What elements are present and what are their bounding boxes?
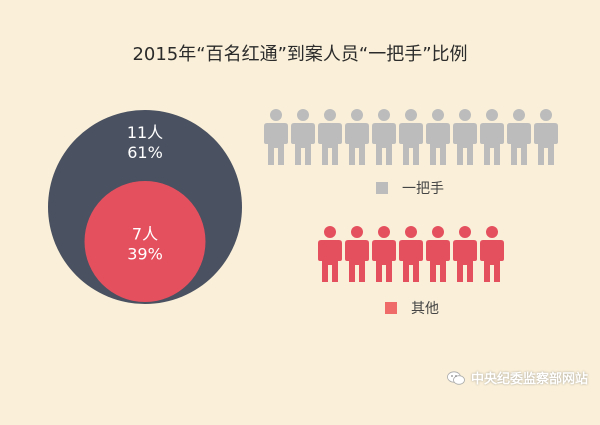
person-icon xyxy=(317,108,344,170)
person-icon xyxy=(479,108,506,170)
outer-percent-label: 61% xyxy=(127,143,163,162)
watermark-text: 中央纪委监察部网站 xyxy=(470,372,588,387)
person-icon xyxy=(425,225,452,287)
person-icon xyxy=(263,108,290,170)
person-icon xyxy=(344,108,371,170)
legend-item-yibashou: 一把手 xyxy=(376,178,444,198)
person-icon xyxy=(425,108,452,170)
legend-item-other: 其他 xyxy=(385,298,439,318)
person-icon-row-yibashou xyxy=(263,108,560,170)
person-icon xyxy=(371,108,398,170)
person-icon xyxy=(317,225,344,287)
person-icon xyxy=(452,225,479,287)
person-icon xyxy=(371,225,398,287)
person-icon xyxy=(533,108,560,170)
inner-circle-other xyxy=(84,181,206,302)
legend-label: 一把手 xyxy=(402,181,444,197)
inner-count-label: 7人 xyxy=(132,225,158,244)
person-icon xyxy=(398,108,425,170)
inner-percent-label: 39% xyxy=(127,245,163,264)
watermark: 中央纪委监察部网站 xyxy=(447,368,588,387)
chart-title: 2015年“百名红通”到案人员“一把手”比例 xyxy=(132,44,468,65)
person-icon xyxy=(290,108,317,170)
wechat-icon xyxy=(447,370,465,385)
legend-swatch xyxy=(385,302,397,314)
person-icon xyxy=(506,108,533,170)
person-icon xyxy=(344,225,371,287)
person-icon xyxy=(479,225,506,287)
person-icon xyxy=(452,108,479,170)
person-icon xyxy=(398,225,425,287)
legend-swatch xyxy=(376,182,388,194)
legend-label: 其他 xyxy=(411,301,439,317)
outer-count-label: 11人 xyxy=(127,123,163,142)
person-icon-row-other xyxy=(317,225,506,287)
